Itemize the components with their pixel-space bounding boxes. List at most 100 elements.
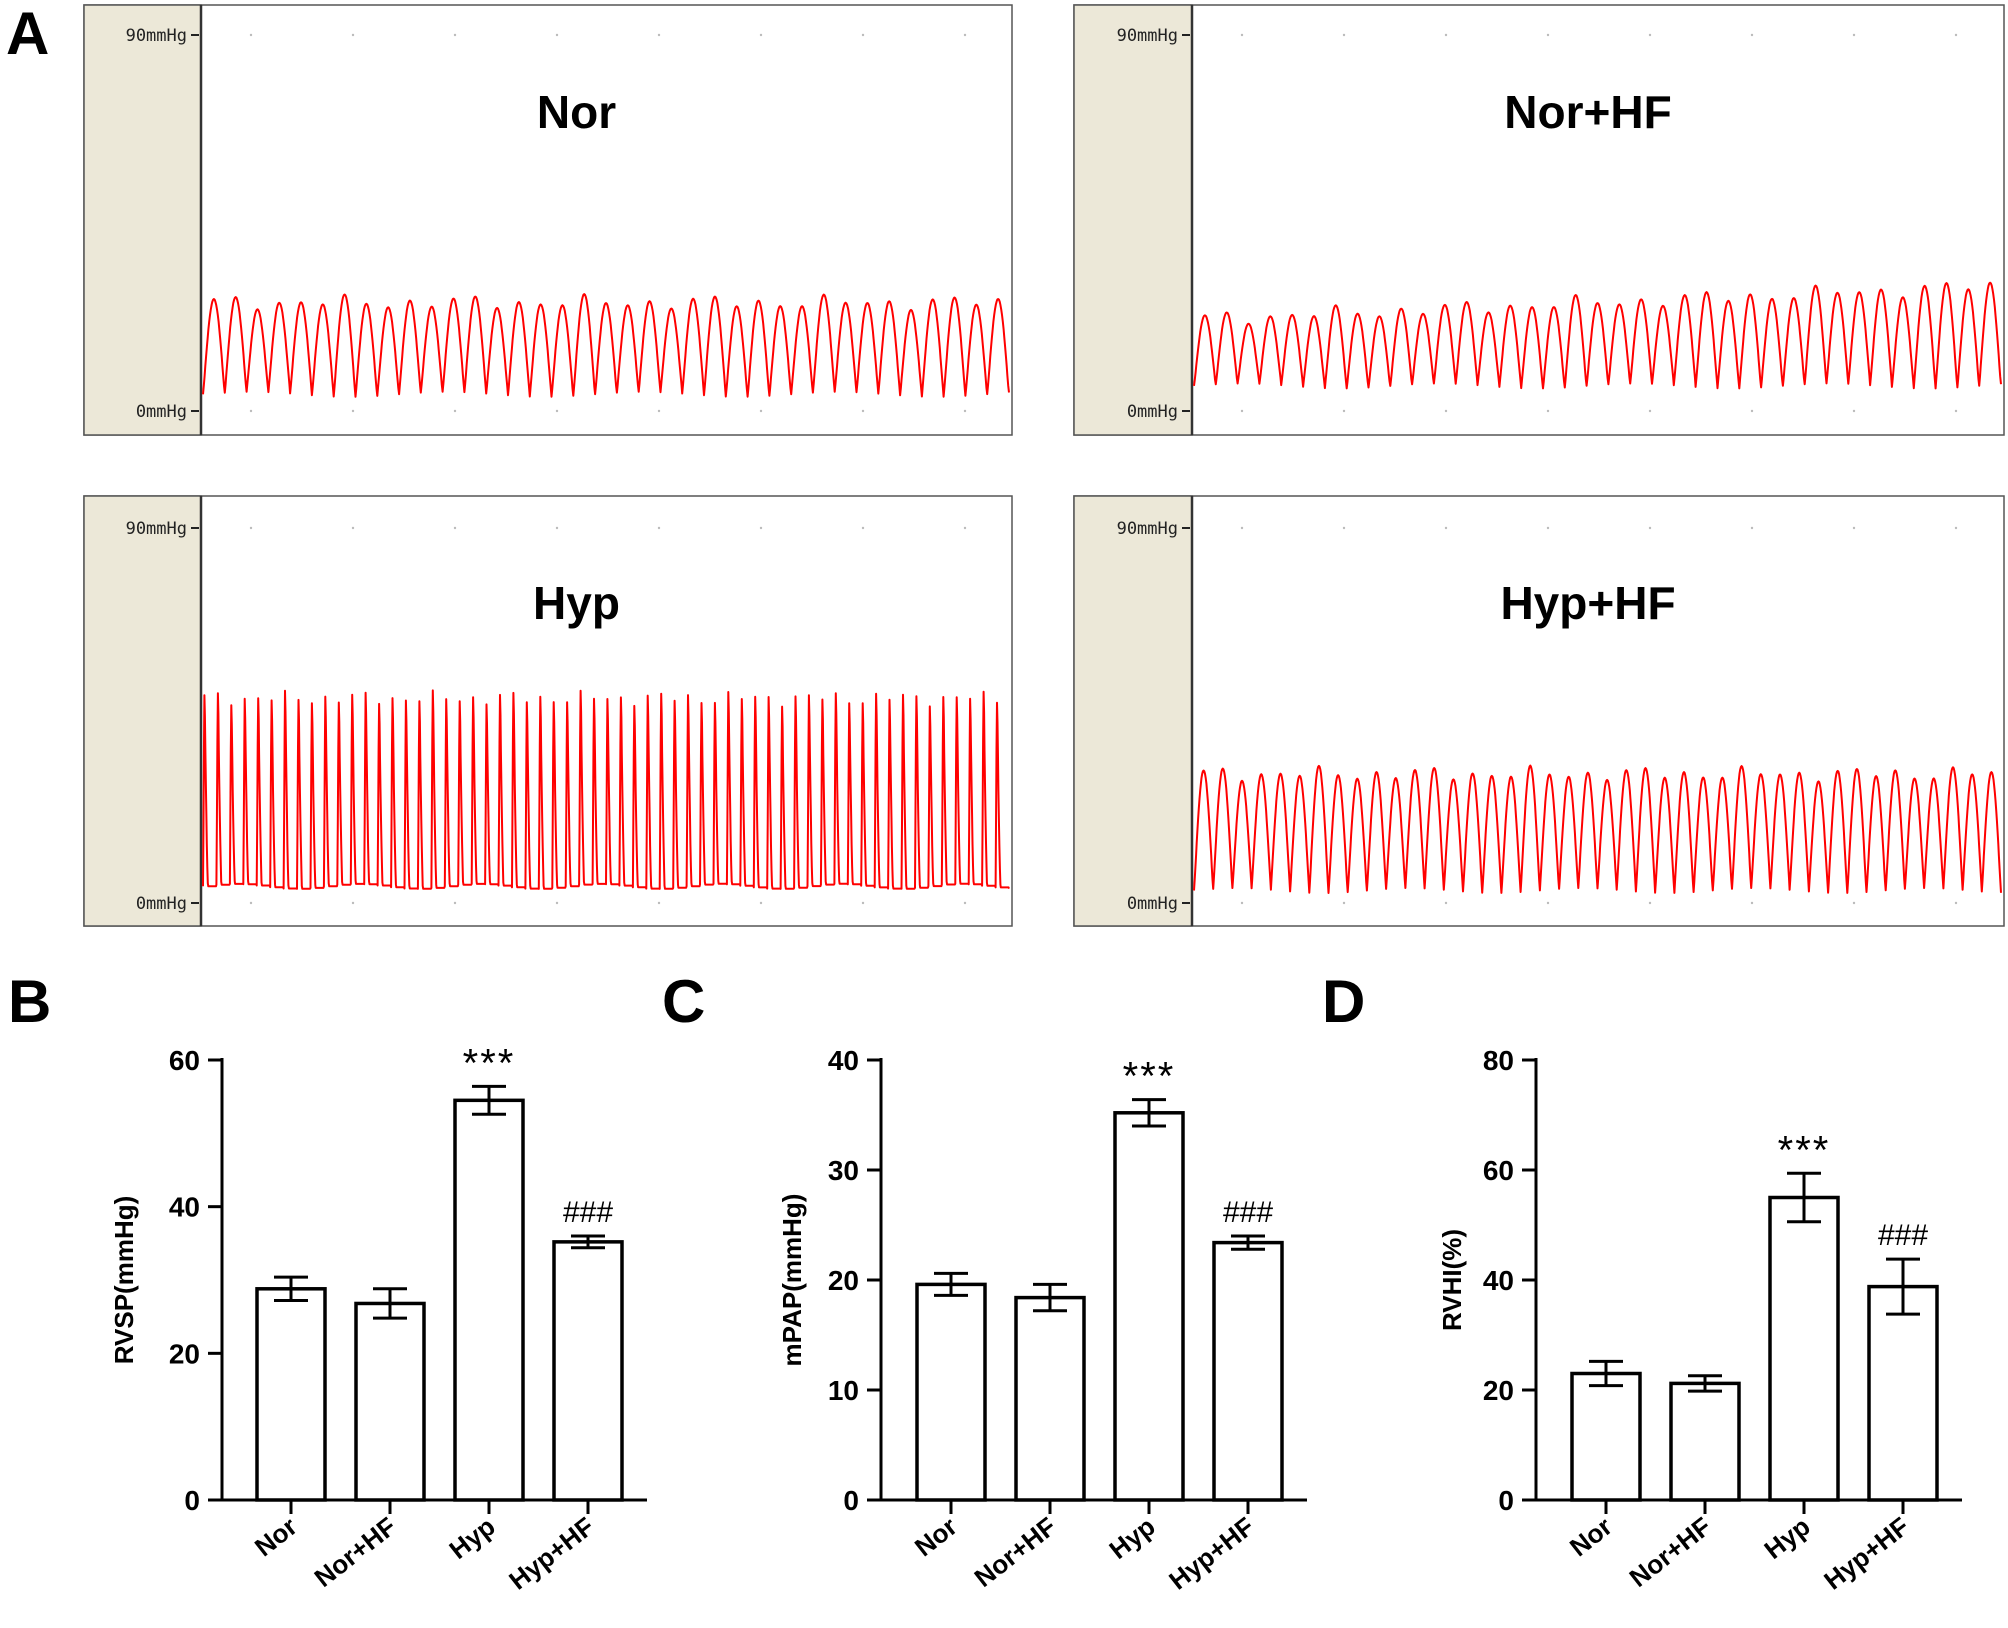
- trace-tick-label-bottom: 0mmHg: [136, 894, 187, 914]
- trace-grid-dot: [759, 409, 763, 413]
- trace-axis-gutter: [83, 495, 202, 927]
- trace-panel-hyp: 90mmHg 0mmHg Hyp: [83, 495, 1013, 927]
- trace-grid-dot: [555, 901, 559, 905]
- trace-grid-dot: [1750, 901, 1754, 905]
- y-tick-label: 60: [1483, 1155, 1514, 1186]
- trace-grid-dot: [963, 526, 967, 530]
- trace-grid-dot: [351, 526, 355, 530]
- trace-grid-dot: [1750, 409, 1754, 413]
- x-tick-label-nor: Nor: [249, 1511, 303, 1562]
- trace-tick-label-bottom: 0mmHg: [136, 402, 187, 422]
- trace-grid-dot: [1648, 33, 1652, 37]
- x-tick-label-nor: Nor: [909, 1511, 963, 1562]
- significance-hashes: ###: [1223, 1196, 1273, 1229]
- trace-panel-hyp-plus-hf: 90mmHg 0mmHg Hyp+HF: [1073, 495, 2005, 927]
- trace-grid-dot: [861, 526, 865, 530]
- bar-chart-rvhi: 0 20 40 60 80 RVHI(%) Nor Nor+HF Hyp *** Hyp+HF ###: [1437, 1045, 1962, 1596]
- y-tick-label: 40: [828, 1045, 859, 1076]
- trace-grid-dot: [1546, 901, 1550, 905]
- trace-grid-dot: [1240, 901, 1244, 905]
- trace-grid-dot: [759, 901, 763, 905]
- trace-grid-dot: [657, 409, 661, 413]
- trace-grid-dot: [453, 901, 457, 905]
- trace-grid-dot: [555, 33, 559, 37]
- trace-frame: [83, 495, 1013, 927]
- trace-grid-dot: [1546, 409, 1550, 413]
- trace-grid-dot: [555, 526, 559, 530]
- trace-grid-dot: [1240, 33, 1244, 37]
- trace-grid-dot: [453, 526, 457, 530]
- y-tick-label: 0: [843, 1485, 859, 1516]
- pressure-traces: 90mmHg 0mmHg Nor 90mmHg 0mmHg Nor+HF 90mmHg 0mm…: [83, 4, 2005, 927]
- trace-grid-dot: [1342, 33, 1346, 37]
- trace-grid-dot: [1852, 901, 1856, 905]
- trace-grid-dot: [963, 33, 967, 37]
- trace-grid-dot: [1342, 409, 1346, 413]
- trace-tick-label-bottom: 0mmHg: [1127, 402, 1178, 422]
- y-axis-label: RVHI(%): [1437, 1229, 1467, 1331]
- y-tick-label: 0: [1498, 1485, 1514, 1516]
- trace-panel-nor-plus-hf: 90mmHg 0mmHg Nor+HF: [1073, 4, 2005, 436]
- bar-nor: [915, 1282, 987, 1502]
- trace-title: Hyp: [533, 577, 620, 629]
- trace-grid-dot: [249, 526, 253, 530]
- x-tick-label-hyp: Hyp: [1104, 1511, 1161, 1565]
- trace-grid-dot: [1648, 526, 1652, 530]
- trace-grid-dot: [657, 526, 661, 530]
- trace-title: Nor: [537, 86, 616, 138]
- trace-grid-dot: [453, 409, 457, 413]
- trace-grid-dot: [1342, 526, 1346, 530]
- trace-grid-dot: [1546, 33, 1550, 37]
- trace-grid-dot: [1954, 901, 1958, 905]
- y-tick-label: 20: [1483, 1375, 1514, 1406]
- trace-grid-dot: [1954, 33, 1958, 37]
- trace-grid-dot: [1648, 901, 1652, 905]
- panel-letter-d: D: [1322, 968, 1365, 1035]
- trace-axis-gutter: [1073, 4, 1193, 436]
- trace-grid-dot: [657, 33, 661, 37]
- trace-grid-dot: [1954, 526, 1958, 530]
- trace-grid-dot: [759, 526, 763, 530]
- trace-grid-dot: [1750, 526, 1754, 530]
- significance-stars: ***: [463, 1041, 516, 1085]
- significance-stars: ***: [1778, 1128, 1831, 1172]
- trace-grid-dot: [249, 901, 253, 905]
- trace-tick-label-top: 90mmHg: [126, 26, 187, 46]
- trace-grid-dot: [1852, 409, 1856, 413]
- x-tick-label-hyp-plus-hf: Hyp+HF: [1818, 1511, 1914, 1596]
- trace-grid-dot: [351, 33, 355, 37]
- trace-grid-dot: [1444, 526, 1448, 530]
- trace-grid-dot: [1852, 526, 1856, 530]
- bar-hyp: [453, 1098, 525, 1502]
- x-tick-label-hyp-plus-hf: Hyp+HF: [503, 1511, 599, 1596]
- pressure-trace-line: [1193, 281, 2002, 390]
- trace-grid-dot: [1546, 526, 1550, 530]
- y-tick-label: 40: [169, 1192, 200, 1223]
- bar-nor: [255, 1287, 327, 1502]
- x-tick-label-hyp: Hyp: [444, 1511, 501, 1565]
- y-tick-label: 60: [169, 1045, 200, 1076]
- y-tick-label: 40: [1483, 1265, 1514, 1296]
- trace-grid-dot: [1240, 526, 1244, 530]
- bar-nor-plus-hf: [1669, 1381, 1741, 1502]
- pressure-trace-line: [202, 293, 1010, 398]
- y-tick-label: 10: [828, 1375, 859, 1406]
- trace-grid-dot: [1954, 409, 1958, 413]
- y-tick-label: 0: [184, 1485, 200, 1516]
- bar-hyp: [1768, 1195, 1840, 1502]
- y-axis-label: RVSP(mmHg): [109, 1196, 139, 1365]
- bar-chart-mpap-mmhg: 0 10 20 30 40 mPAP(mmHg) Nor Nor+HF Hyp *** Hyp+HF…: [777, 1045, 1307, 1596]
- trace-grid-dot: [249, 33, 253, 37]
- trace-grid-dot: [657, 901, 661, 905]
- bar-nor: [1570, 1371, 1642, 1502]
- bar-hyp-plus-hf: [1867, 1284, 1939, 1502]
- panel-letter-b: B: [8, 968, 51, 1035]
- x-tick-label-nor-plus-hf: Nor+HF: [309, 1511, 402, 1593]
- bar-hyp: [1113, 1111, 1185, 1502]
- trace-grid-dot: [1750, 33, 1754, 37]
- trace-grid-dot: [1240, 409, 1244, 413]
- trace-panel-nor: 90mmHg 0mmHg Nor: [83, 4, 1013, 436]
- significance-hashes: ###: [1878, 1219, 1928, 1252]
- trace-tick-label-top: 90mmHg: [126, 519, 187, 539]
